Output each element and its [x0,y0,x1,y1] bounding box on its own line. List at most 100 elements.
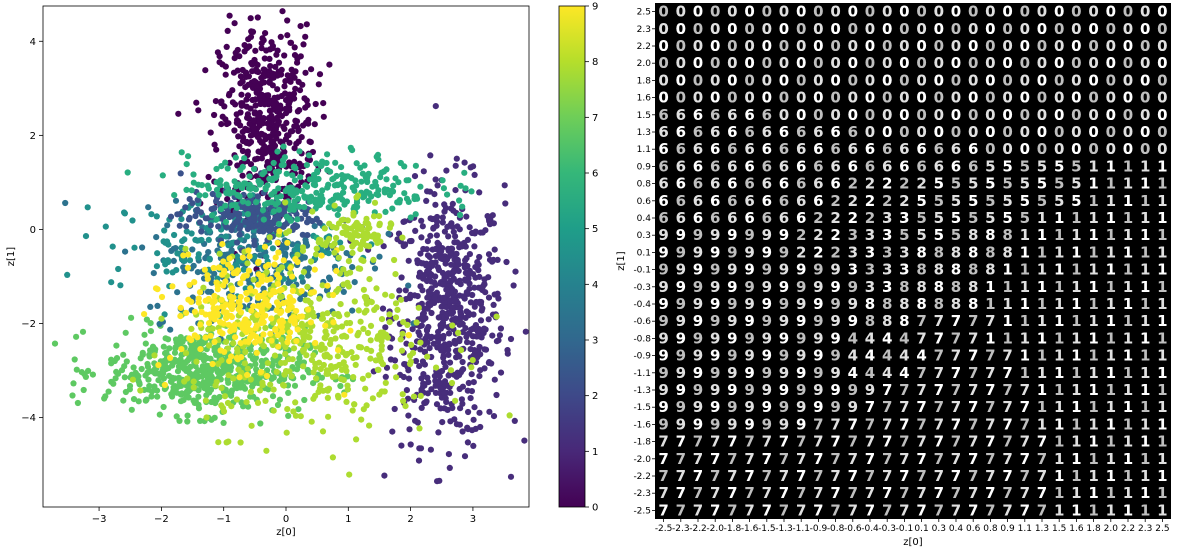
manifold-digit-cell: 9 [813,398,823,416]
manifold-digit-cell: 0 [1106,123,1116,141]
manifold-digit-cell: 6 [796,123,806,141]
manifold-digit-cell: 0 [916,54,926,72]
manifold-digit-cell: 6 [658,175,668,193]
manifold-x-tick-label: 1.3 [1035,524,1049,534]
manifold-digit-cell: 0 [882,106,892,124]
manifold-digit-cell: 9 [727,243,737,261]
scatter-point [502,200,509,207]
manifold-digit-cell: 7 [951,364,961,382]
manifold-digit-cell: 7 [710,484,720,502]
manifold-digit-cell: 7 [951,329,961,347]
manifold-digit-cell: 8 [951,243,961,261]
manifold-digit-cell: 1 [1140,226,1150,244]
manifold-y-tick-label: -0.6 [633,317,651,327]
manifold-x-tick-label: -0.8 [827,524,845,534]
manifold-digit-cell: 7 [658,501,668,519]
manifold-digit-cell: 6 [762,123,772,141]
manifold-digit-cell: 0 [1037,71,1047,89]
manifold-digit-cell: 7 [813,484,823,502]
manifold-digit-cell: 8 [951,261,961,279]
manifold-digit-cell: 0 [951,89,961,107]
manifold-digit-cell: 4 [865,364,875,382]
manifold-digit-cell: 0 [899,89,909,107]
manifold-digit-cell: 2 [830,243,840,261]
manifold-y-tick-label: 2.0 [637,59,652,69]
manifold-digit-cell: 0 [727,3,737,21]
scatter-point [490,413,498,420]
manifold-digit-cell: 0 [916,20,926,38]
manifold-digit-cell: 7 [848,467,858,485]
manifold-digit-cell: 7 [848,501,858,519]
manifold-digit-cell: 0 [1123,71,1133,89]
manifold-digit-cell: 0 [882,89,892,107]
manifold-digit-cell: 2 [813,226,823,244]
manifold-digit-cell: 7 [865,501,875,519]
manifold-digit-cell: 8 [968,295,978,313]
manifold-digit-cell: 1 [1157,364,1167,382]
manifold-digit-cell: 6 [693,157,703,175]
manifold-digit-cell: 0 [779,54,789,72]
manifold-digit-cell: 9 [813,381,823,399]
manifold-digit-cell: 0 [658,71,668,89]
manifold-x-tick-label: 1.8 [1086,524,1101,534]
manifold-digit-cell: 0 [796,3,806,21]
manifold-digit-cell: 1 [1106,433,1116,451]
manifold-digit-cell: 5 [1054,192,1064,210]
scatter-point [521,437,528,444]
manifold-digit-cell: 7 [1002,501,1012,519]
manifold-digit-cell: 0 [779,20,789,38]
manifold-x-tick-label: 2.2 [1121,524,1135,534]
manifold-digit-cell: 0 [1071,140,1081,158]
manifold-digit-cell: 6 [848,140,858,158]
manifold-y-tick-label: 2.5 [637,8,651,18]
manifold-digit-cell: 4 [848,364,858,382]
scatter-point [434,478,441,485]
manifold-digit-cell: 0 [1123,20,1133,38]
manifold-digit-cell: 9 [744,295,754,313]
scatter-point [453,373,460,380]
manifold-digit-cell: 1 [1157,501,1167,519]
manifold-x-tick-label: -1.8 [724,524,742,534]
manifold-digit-cell: 7 [710,433,720,451]
manifold-digit-cell: 6 [710,157,720,175]
manifold-digit-cell: 9 [779,295,789,313]
scatter-point [398,274,405,281]
scatter-point [411,173,419,180]
manifold-digit-cell: 0 [899,123,909,141]
manifold-digit-cell: 0 [1020,71,1030,89]
manifold-digit-cell: 1 [1140,192,1150,210]
manifold-digit-cell: 0 [744,3,754,21]
manifold-digit-cell: 7 [848,450,858,468]
manifold-digit-cell: 0 [1123,54,1133,72]
manifold-digit-cell: 0 [1106,71,1116,89]
manifold-digit-cell: 9 [693,381,703,399]
manifold-digit-cell: 6 [762,157,772,175]
manifold-digit-cell: 9 [830,381,840,399]
manifold-digit-cell: 0 [813,37,823,55]
manifold-digit-cell: 6 [744,140,754,158]
manifold-digit-cell: 4 [899,364,909,382]
scatter-point [415,457,423,464]
manifold-digit-cell: 7 [934,329,944,347]
manifold-digit-cell: 6 [710,123,720,141]
manifold-digit-cell: 6 [762,140,772,158]
manifold-digit-cell: 1 [1002,329,1012,347]
manifold-digit-cell: 6 [676,209,686,227]
scatter-point [396,287,403,294]
manifold-digit-cell: 8 [951,295,961,313]
manifold-digit-cell: 5 [1020,209,1030,227]
manifold-digit-cell: 9 [796,329,806,347]
scatter-point [458,396,465,403]
manifold-digit-cell: 6 [865,157,875,175]
manifold-digit-cell: 7 [985,450,995,468]
manifold-digit-cell: 0 [985,3,995,21]
manifold-digit-cell: 7 [1037,433,1047,451]
manifold-digit-cell: 1 [1054,484,1064,502]
manifold-digit-cell: 9 [658,398,668,416]
manifold-digit-cell: 7 [1002,347,1012,365]
manifold-digit-cell: 1 [1140,433,1150,451]
manifold-digit-cell: 2 [865,192,875,210]
manifold-digit-cell: 0 [882,54,892,72]
manifold-digit-cell: 0 [727,71,737,89]
